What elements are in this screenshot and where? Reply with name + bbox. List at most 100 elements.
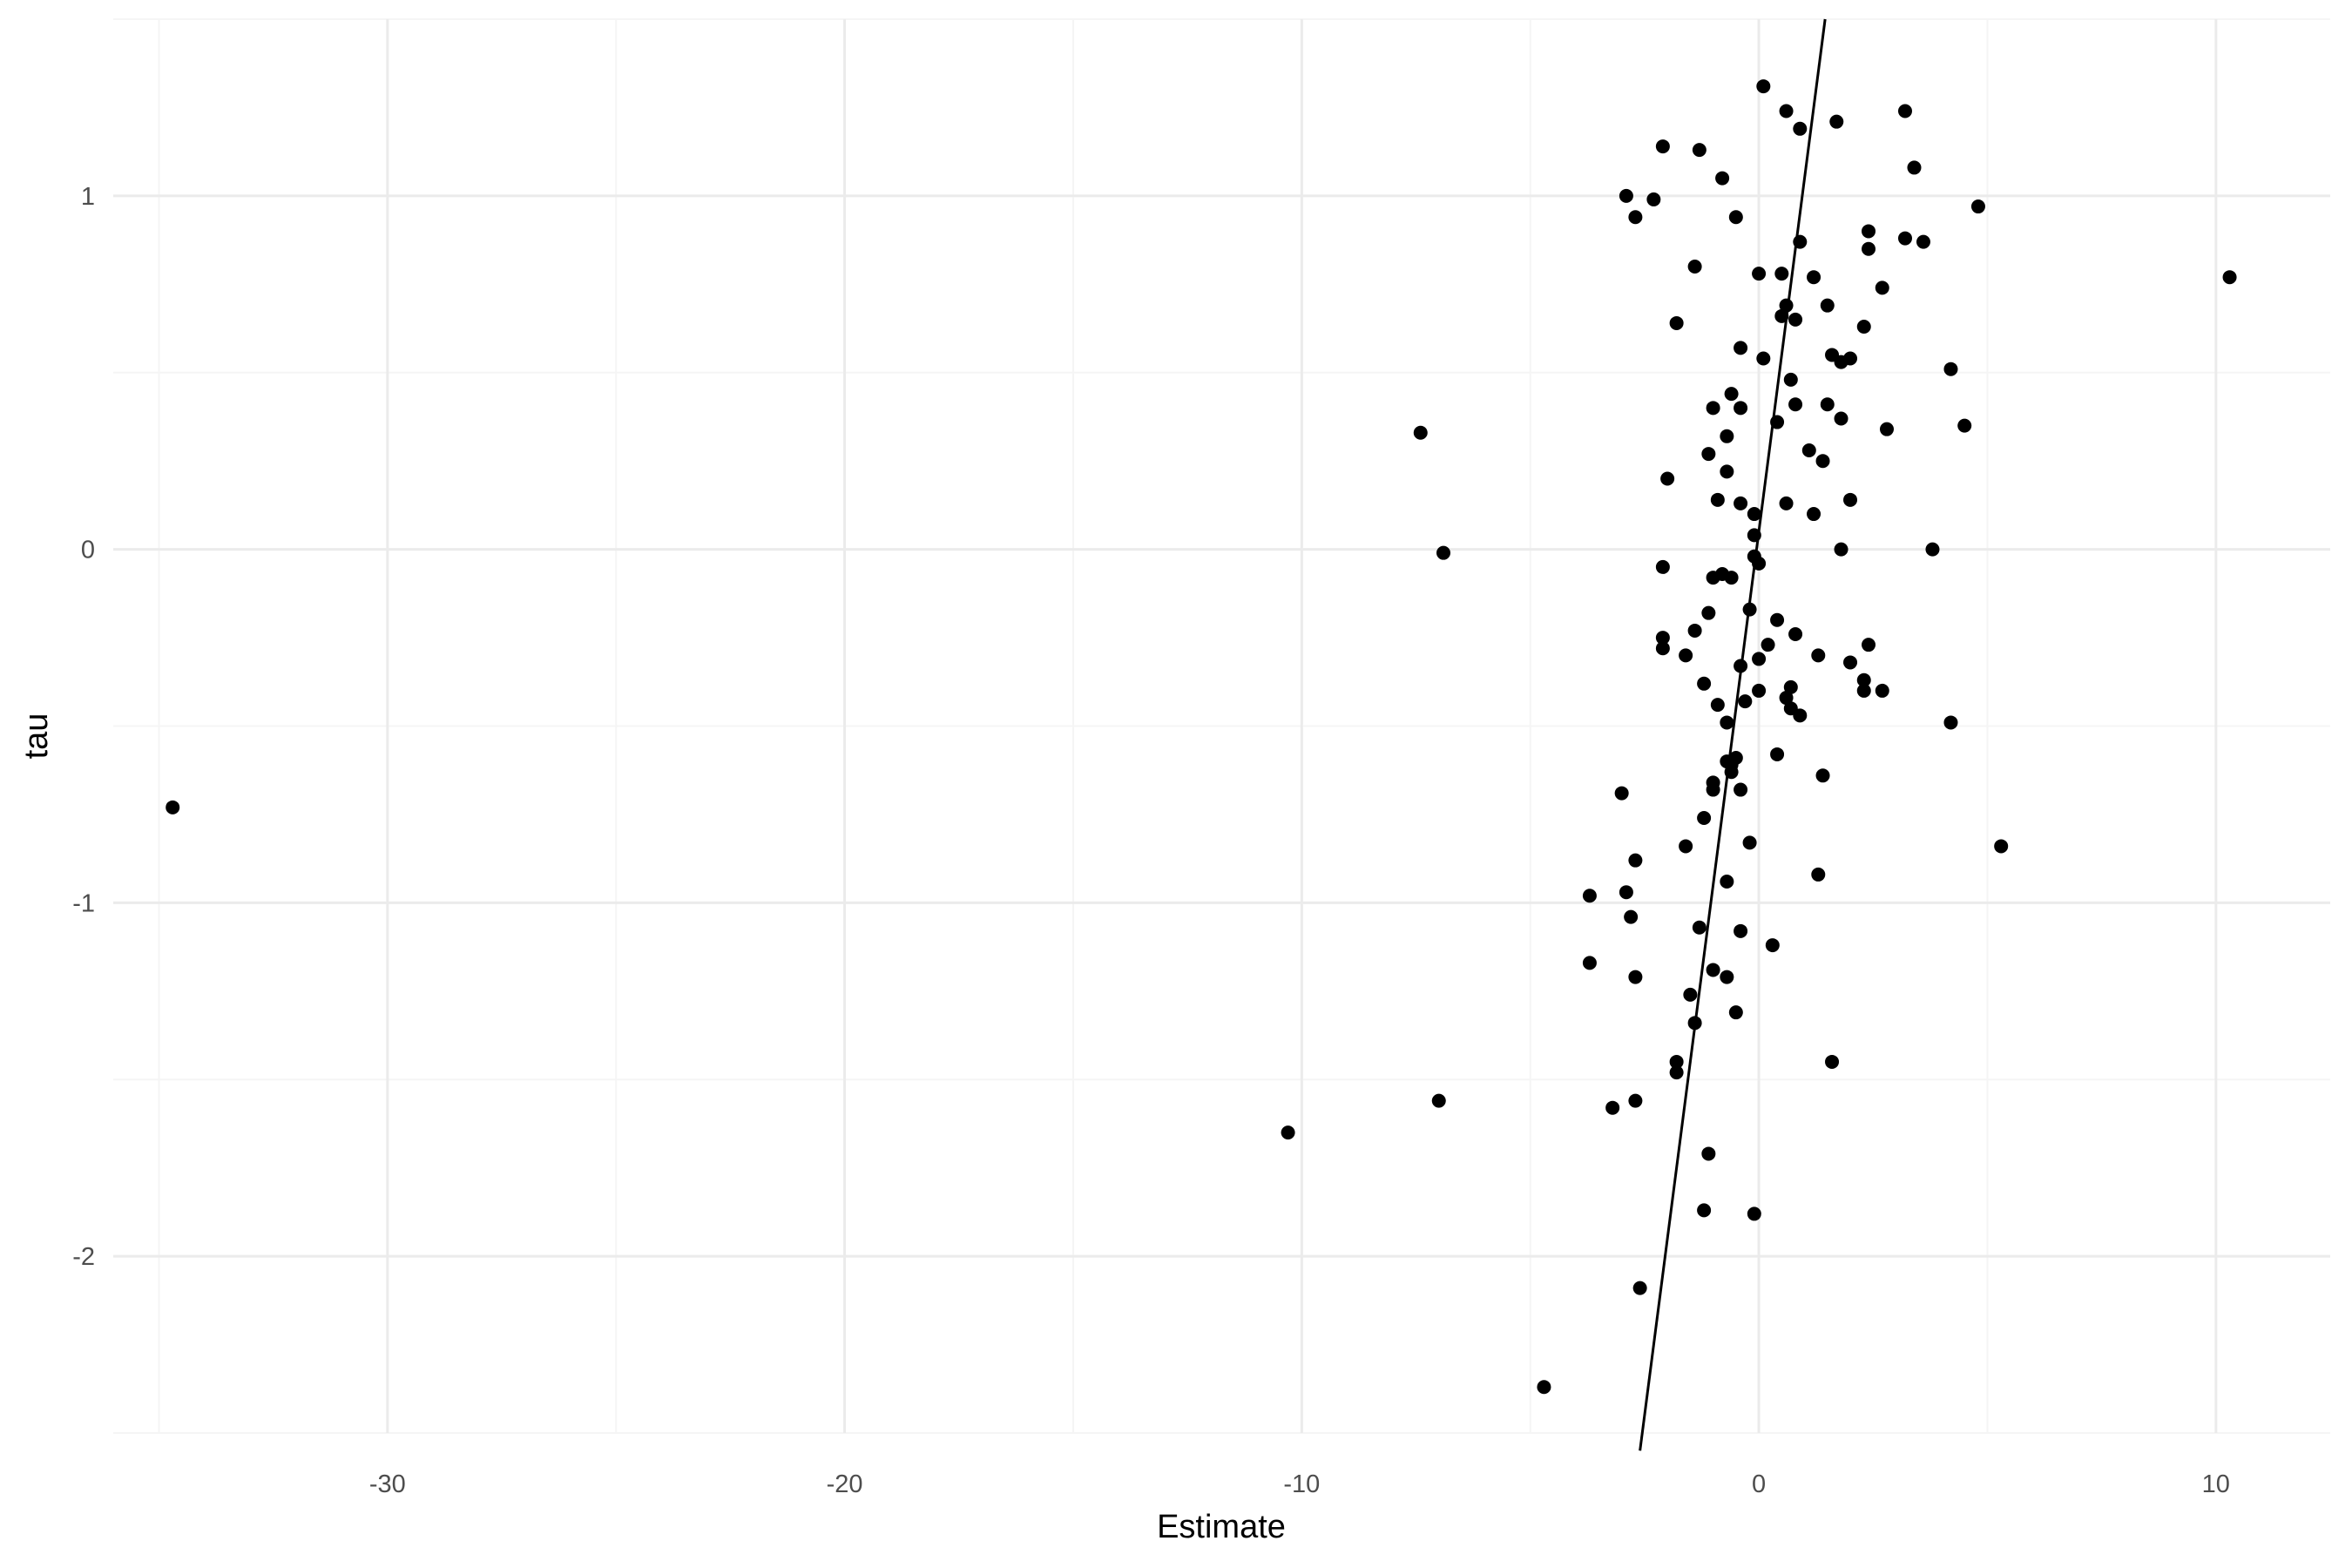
data-point [1720,429,1734,443]
data-point [1779,496,1794,510]
data-point [1537,1380,1551,1395]
data-point [1747,1206,1761,1221]
data-point [1970,199,1985,214]
data-point [1752,683,1767,698]
data-point [1783,679,1798,694]
data-point [1943,362,1958,376]
data-point [1669,1054,1684,1069]
data-point [1801,443,1816,458]
data-point [1710,698,1725,713]
data-point [1697,676,1712,691]
data-point [1788,312,1803,327]
data-point [1880,422,1894,436]
data-point [1734,782,1748,797]
y-tick-label: -1 [72,889,95,917]
data-point [1783,372,1798,387]
data-point [1734,401,1748,416]
data-point [1734,496,1748,510]
x-tick-label: -20 [827,1470,863,1498]
data-point [1734,341,1748,355]
data-point [1829,114,1844,129]
data-point [1770,612,1785,627]
data-point [1897,231,1912,246]
data-point [1856,672,1871,687]
data-point [1436,545,1450,560]
data-point [1834,411,1848,426]
data-point [1710,492,1725,507]
data-point [1843,655,1858,670]
data-point [1752,267,1767,281]
data-point [1856,320,1871,335]
data-point [1761,638,1775,652]
x-tick-label: -30 [369,1470,406,1498]
fitted-line [1639,18,1827,1451]
major-grid [113,19,2330,1433]
data-point [2222,270,2237,285]
data-point [1701,605,1716,620]
data-point [1728,210,1743,225]
data-point [1815,768,1830,783]
data-point [1655,631,1670,645]
y-axis-title: tau [18,713,55,760]
data-point [1632,1281,1647,1295]
x-axis-tick-labels: -30 -20 -10 0 10 [369,1470,2230,1498]
data-point [1706,401,1720,416]
data-point [1807,507,1821,522]
data-point [1692,920,1707,935]
data-point [1701,1146,1716,1161]
data-point [1720,715,1734,730]
data-point [1582,889,1597,903]
data-point [1994,839,2009,854]
data-point [1687,260,1702,274]
data-point [1925,542,1940,557]
x-tick-label: -10 [1283,1470,1320,1498]
data-point [1614,786,1629,801]
data-point [1774,267,1789,281]
data-point [1679,648,1693,663]
data-point [1679,839,1693,854]
data-point [1862,241,1876,256]
data-point [1624,909,1639,924]
minor-grid [113,18,2330,1434]
data-point [1697,1203,1712,1218]
data-point [1779,104,1794,118]
y-tick-label: 0 [81,537,95,564]
data-point [1715,171,1730,186]
data-point [1683,987,1698,1002]
data-point [1628,853,1643,868]
data-point [1820,298,1835,313]
x-axis-title: Estimate [1157,1509,1286,1545]
data-point [1728,1005,1743,1020]
data-point [1734,923,1748,938]
data-point [1875,280,1889,295]
data-point [166,800,180,814]
data-point [1706,782,1720,797]
data-point [1788,627,1803,642]
data-point [1943,715,1958,730]
data-point [1724,387,1739,402]
data-point [1720,464,1734,479]
data-point [1756,79,1771,94]
data-point [1811,867,1826,882]
x-tick-label: 0 [1752,1470,1766,1498]
data-point [1856,683,1871,698]
fit-line [1639,18,1827,1451]
data-point [1779,691,1794,706]
data-point [1897,104,1912,118]
data-point [1765,938,1780,953]
data-point [1747,507,1761,522]
y-axis-tick-labels: -2 -1 0 1 [72,183,95,1271]
data-point [1605,1100,1620,1115]
data-point [1669,1065,1684,1080]
data-point [1628,210,1643,225]
y-tick-label: 1 [81,183,95,211]
data-point [1742,835,1757,850]
data-point [1788,397,1803,412]
data-point [1728,751,1743,766]
data-point [1655,139,1670,154]
data-point [1692,143,1707,158]
data-point [1811,648,1826,663]
data-point [1724,571,1739,585]
data-point [1687,623,1702,638]
